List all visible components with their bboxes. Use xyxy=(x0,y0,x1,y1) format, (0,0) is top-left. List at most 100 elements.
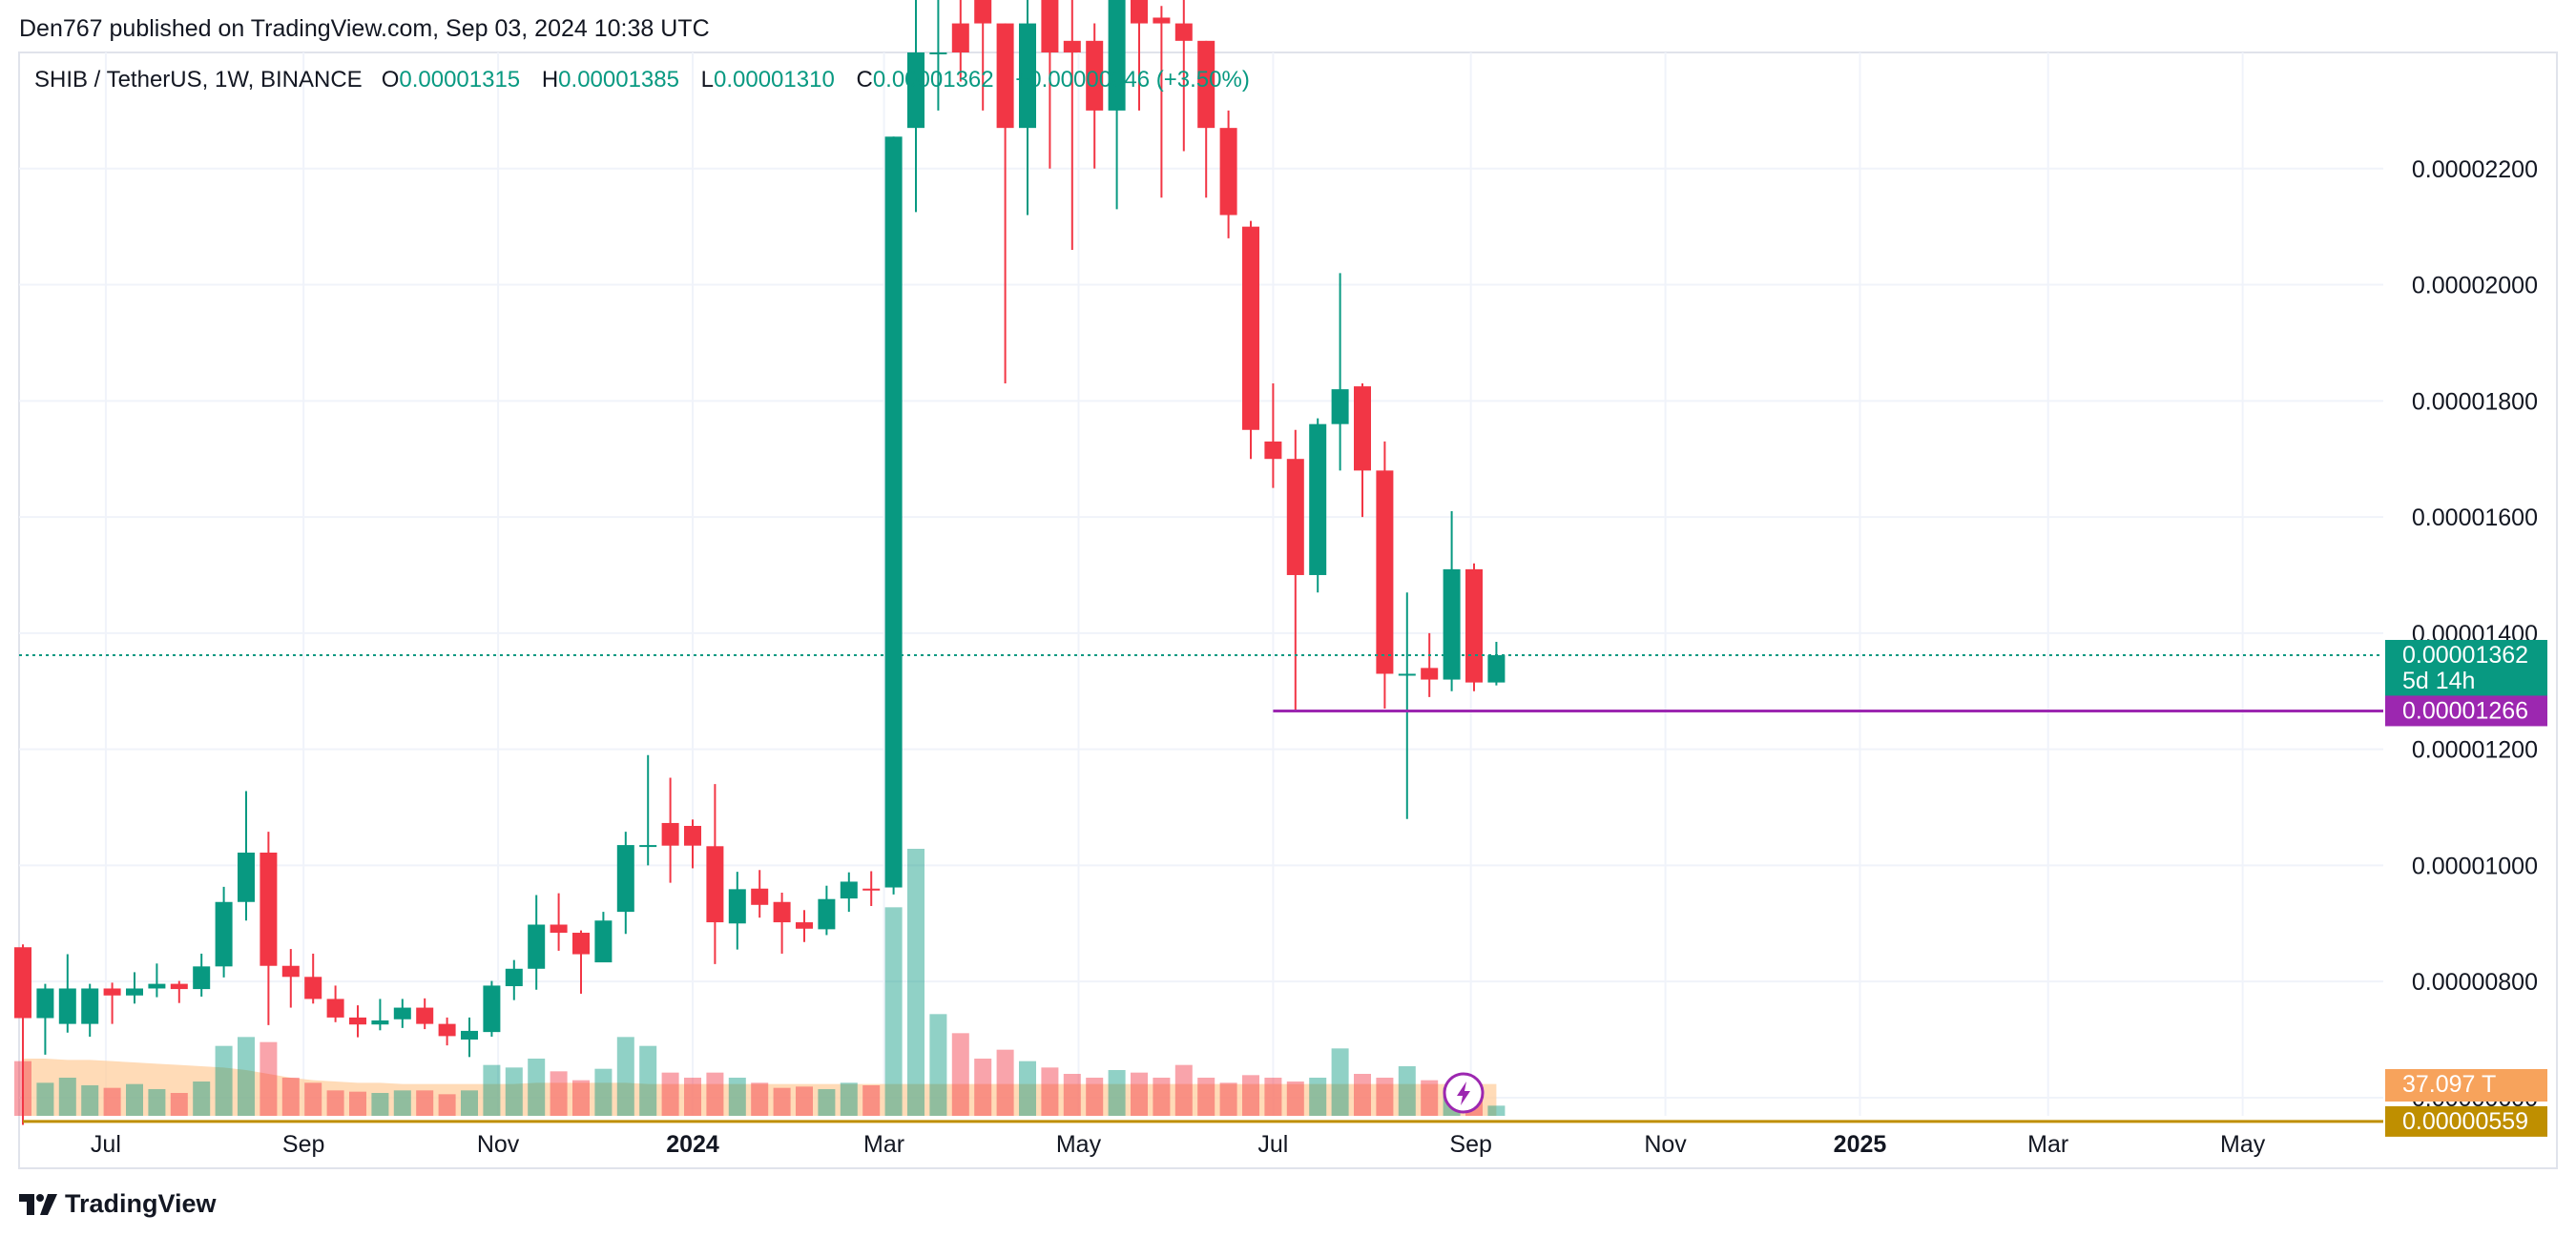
volume-bar xyxy=(103,1087,121,1116)
candle-body xyxy=(505,968,523,987)
y-tick-label: 0.00001800 xyxy=(2412,388,2538,415)
volume-bar xyxy=(126,1083,143,1116)
candle-body xyxy=(951,23,969,52)
x-tick-label: Sep xyxy=(282,1131,324,1158)
candle-body xyxy=(706,846,724,923)
candle-body xyxy=(840,881,858,899)
candle-body xyxy=(483,985,501,1033)
candle-body xyxy=(281,965,300,978)
candle-body xyxy=(58,988,76,1024)
lightning-icon[interactable] xyxy=(1443,1072,1485,1114)
low-label: L xyxy=(700,67,714,93)
x-tick-label: Jul xyxy=(1257,1131,1288,1158)
volume-bar xyxy=(438,1094,456,1116)
line-price-tag-text: 0.00000559 xyxy=(2402,1108,2528,1135)
volume-bar xyxy=(1174,1064,1193,1116)
volume-bar xyxy=(1398,1066,1416,1116)
candle-body xyxy=(773,901,791,923)
candle-body xyxy=(1264,441,1282,460)
volume-bar xyxy=(528,1059,546,1116)
line-price-tag-text: 0.00001266 xyxy=(2402,697,2528,724)
volume-bar xyxy=(996,1049,1014,1116)
candle-body xyxy=(929,52,947,54)
volume-bar xyxy=(260,1041,278,1116)
candle-body xyxy=(1174,23,1193,41)
open-label: O xyxy=(381,67,400,93)
candle-body xyxy=(1131,0,1148,24)
volume-bar xyxy=(1153,1078,1171,1116)
volume-bar xyxy=(1063,1074,1081,1116)
x-tick-label: May xyxy=(2220,1131,2266,1158)
volume-bar xyxy=(639,1045,657,1116)
candle-body xyxy=(594,920,613,963)
volume-bar xyxy=(349,1091,366,1116)
x-tick-label: 2025 xyxy=(1834,1131,1887,1158)
volume-bar xyxy=(951,1033,969,1116)
volume-bar xyxy=(1487,1105,1506,1116)
volume-bar xyxy=(796,1086,813,1116)
x-tick-label: Nov xyxy=(1644,1131,1687,1158)
volume-bar xyxy=(818,1089,836,1116)
volume-bar xyxy=(1242,1075,1259,1116)
volume-bar xyxy=(1019,1061,1036,1116)
x-tick-label: May xyxy=(1056,1131,1102,1158)
high-label: H xyxy=(541,67,559,93)
line-price-tag-bg xyxy=(2385,1105,2547,1137)
y-tick-label: 0.00002000 xyxy=(2412,273,2538,299)
candle-body xyxy=(1019,23,1036,129)
volume-bar xyxy=(461,1090,478,1116)
candle-body xyxy=(1286,459,1304,575)
last-price-tag-bg xyxy=(2385,639,2547,699)
publish-header: Den767 published on TradingView.com, Sep… xyxy=(19,15,710,42)
volume-bar xyxy=(281,1078,300,1116)
x-tick-label: Nov xyxy=(477,1131,520,1158)
candle-body xyxy=(1041,0,1059,53)
x-tick-label: Mar xyxy=(2027,1131,2068,1158)
volume-bar xyxy=(773,1087,791,1116)
close-label: C xyxy=(856,67,873,93)
symbol-label[interactable]: SHIB / TetherUS, 1W, BINANCE xyxy=(34,67,363,93)
x-tick-label: Mar xyxy=(863,1131,904,1158)
candle-body xyxy=(349,1017,366,1025)
candle-body xyxy=(528,924,546,969)
volume-bar xyxy=(751,1082,769,1116)
chart-border xyxy=(18,52,2558,1169)
candle-body xyxy=(1242,226,1259,430)
candle-body xyxy=(81,988,99,1024)
volume-bar xyxy=(483,1064,501,1116)
candles-series xyxy=(14,0,1506,1125)
candle-body xyxy=(260,853,278,966)
volume-ma-area xyxy=(23,1059,1497,1116)
price-axis[interactable]: 0.00002200 0.00002000 0.00001800 0.00001600… xyxy=(2412,156,2538,1112)
footer-brand[interactable]: TradingView xyxy=(19,1189,217,1219)
volume-bar xyxy=(728,1078,746,1116)
candle-body xyxy=(326,999,344,1018)
volume-bar xyxy=(58,1078,76,1116)
last-price-tag-text: 5d 14h xyxy=(2402,668,2475,694)
horizontal-lines[interactable] xyxy=(23,709,2383,1123)
volume-bar xyxy=(505,1067,523,1116)
volume-bar xyxy=(550,1071,568,1116)
close-value: 0.00001362 xyxy=(872,67,994,93)
candle-body xyxy=(1487,654,1506,683)
candle-body xyxy=(416,1007,434,1024)
candle-body xyxy=(193,966,211,990)
candle-body xyxy=(36,988,54,1019)
candle-body xyxy=(215,901,233,967)
y-tick-label: 0.00001600 xyxy=(2412,505,2538,531)
candle-body xyxy=(304,977,322,999)
volume-pane xyxy=(14,849,1506,1116)
volume-bar xyxy=(416,1090,434,1116)
volume-tag-bg xyxy=(2385,1069,2547,1102)
volume-bar xyxy=(1421,1080,1439,1116)
time-axis[interactable]: Jul Sep Nov 2024 Mar May Jul Sep Nov 2025 Mar May xyxy=(91,1131,2266,1158)
candle-body xyxy=(1421,668,1439,680)
volume-bar xyxy=(661,1072,679,1116)
candle-body xyxy=(572,933,590,955)
volume-bar xyxy=(1108,1070,1126,1116)
candle-body xyxy=(1197,40,1215,129)
volume-bar xyxy=(907,849,924,1116)
volume-bar xyxy=(148,1089,166,1116)
low-value: 0.00001310 xyxy=(714,67,835,93)
